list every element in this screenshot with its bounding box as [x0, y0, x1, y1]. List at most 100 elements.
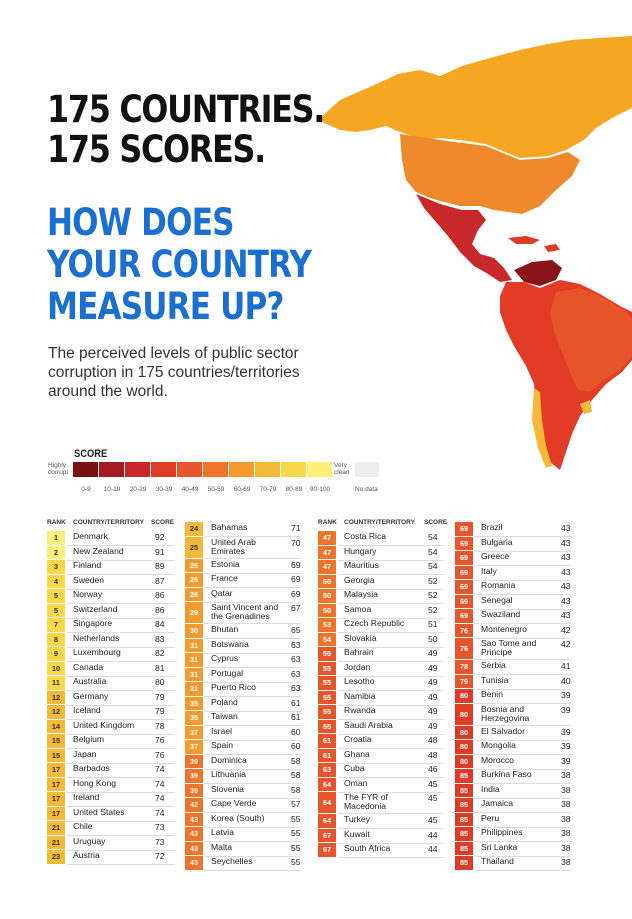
table-row: 17 Barbados 74 [47, 763, 177, 778]
row-divider [67, 849, 175, 851]
country-name: Costa Rica [344, 531, 387, 541]
country-name: Germany [73, 690, 109, 701]
country-name: Puerto Rico [211, 682, 256, 692]
table-row: 5 Switzerland 86 [47, 603, 177, 619]
row-divider [67, 588, 175, 590]
map-brazil [550, 288, 632, 392]
country-name: Cuba [344, 763, 365, 773]
score-value: 61 [291, 712, 301, 722]
score-value: 45 [428, 778, 438, 789]
row-divider [205, 725, 301, 726]
row-divider [205, 638, 301, 639]
row-divider [338, 603, 444, 604]
table-row: 26 Qatar 69 [185, 587, 303, 603]
row-divider [205, 696, 301, 697]
country-name: Estonia [211, 558, 240, 569]
table-row: 80 Mongolia 39 [455, 740, 573, 755]
row-divider [205, 710, 301, 712]
row-divider [67, 603, 175, 604]
country-name: Tunisia [481, 674, 509, 685]
score-value: 42 [561, 639, 571, 649]
rank-badge: 15 [47, 734, 65, 748]
row-divider [205, 652, 301, 654]
table-row: 26 Estonia 69 [185, 558, 303, 574]
country-name: Kuwait [344, 828, 370, 839]
americas-map [318, 36, 632, 470]
header-country: COUNTRY/TERRITORY [73, 519, 144, 526]
country-name: Jordan [344, 661, 371, 672]
row-divider [338, 762, 444, 764]
country-name: Montenegro [481, 623, 527, 634]
country-name: Canada [73, 661, 104, 672]
score-value: 86 [155, 604, 165, 615]
country-name: United States [73, 806, 125, 817]
table-row: 43 Seychelles 55 [185, 856, 303, 871]
row-divider [338, 842, 444, 844]
score-value: 49 [428, 720, 438, 731]
table-row: 55 Jordan 49 [318, 661, 446, 677]
row-divider [475, 797, 571, 799]
table-row: 63 Cuba 46 [318, 763, 446, 778]
score-value: 49 [428, 662, 438, 673]
table-row: 54 Slovakia 50 [318, 632, 446, 648]
legend-swatch [151, 462, 176, 477]
table-row: 15 Belgium 76 [47, 734, 177, 749]
country-name: Samoa [344, 603, 372, 614]
legend-high-label: Very clean [334, 462, 350, 476]
rank-badge: 43 [185, 856, 203, 870]
score-value: 55 [291, 857, 301, 867]
score-value: 43 [561, 566, 571, 577]
score-value: 43 [561, 581, 571, 591]
score-value: 49 [428, 691, 438, 702]
row-divider [67, 646, 175, 648]
country-name: Saint Vincent and the Grenadines [211, 602, 279, 621]
table-row: 53 Czech Republic 51 [318, 618, 446, 633]
country-name: New Zealand [73, 545, 124, 556]
country-name: India [481, 783, 500, 794]
headline: 175 COUNTRIES. 175 SCORES. [47, 90, 347, 170]
row-divider [338, 632, 444, 633]
country-name: South Africa [344, 843, 391, 853]
table-row: 17 Hong Kong 74 [47, 777, 177, 793]
legend-tick: 90-100 [309, 486, 331, 493]
score-value: 76 [155, 735, 165, 745]
country-name: Dominica [211, 754, 247, 765]
country-name: United Arab Emirates [211, 536, 256, 556]
row-divider [205, 754, 301, 755]
row-divider [475, 579, 571, 581]
subtitle: The perceived levels of public sector co… [48, 345, 300, 400]
score-value: 71 [291, 523, 301, 533]
rank-badge: 64 [318, 814, 336, 828]
row-divider [338, 719, 444, 720]
row-divider [67, 545, 175, 546]
rank-badge: 85 [455, 798, 473, 812]
score-value: 61 [291, 697, 301, 708]
legend-tick: 30-39 [155, 486, 173, 493]
country-name: Brazil [481, 522, 503, 532]
score-value: 55 [291, 828, 301, 838]
rank-badge: 67 [318, 843, 336, 857]
country-name: Iceland [73, 705, 101, 715]
score-value: 39 [561, 741, 571, 751]
rank-badge: 55 [318, 690, 336, 704]
rank-badge: 69 [455, 536, 473, 550]
row-divider [338, 748, 444, 749]
row-divider [205, 841, 301, 842]
country-name: Benin [481, 689, 503, 699]
rank-badge: 64 [318, 792, 336, 813]
header-country: COUNTRY/TERRITORY [344, 519, 415, 526]
country-name: Turkey [344, 814, 370, 824]
legend-tick: 0-9 [81, 486, 91, 493]
table-row: 7 Singapore 84 [47, 618, 177, 633]
table-row: 85 India 38 [455, 783, 573, 799]
score-value: 70 [291, 537, 301, 548]
table-row: 69 Bulgaria 43 [455, 536, 573, 552]
score-value: 40 [561, 675, 571, 686]
row-divider [338, 828, 444, 829]
rank-badge: 47 [318, 545, 336, 559]
legend-tick: 80-89 [285, 486, 303, 493]
rank-badge: 43 [185, 827, 203, 841]
row-divider [205, 870, 301, 871]
legend-tick: 40-49 [181, 486, 199, 493]
question-line-3: MEASURE UP? [47, 285, 284, 328]
